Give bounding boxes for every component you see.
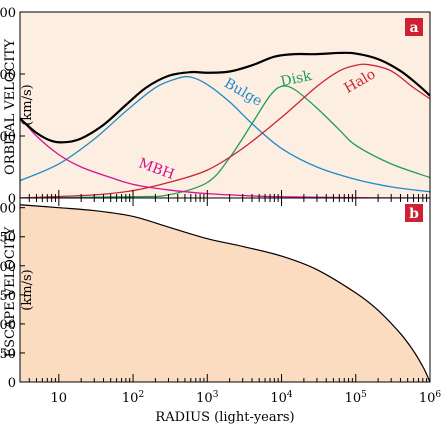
x-tick-label: 103 [196,390,219,406]
panel-a-badge: a [405,18,423,36]
x-axis-tick-labels: 10 102 103 104 105 106 [51,390,442,406]
y-tick-label-b: 450 [0,289,16,304]
x-tick-label: 104 [270,390,293,406]
x-tick-label: 102 [122,390,144,406]
y-tick-label-b: 300 [0,318,16,333]
panel-b-badge: b [405,204,423,222]
y-tick-label-a: 0 [8,192,16,207]
panel-a-background [20,12,430,198]
y-tick-label-b: 150 [0,347,16,362]
panel-b-escape-line [20,204,430,382]
x-tick-label: 105 [345,390,368,406]
y-tick-label-b: 0 [8,376,16,391]
y-tick-label-a: 200 [0,68,16,83]
panel-b-ylabel: ESCAPE VELOCITY (km/s) [3,223,35,358]
y-tick-label-b: 900 [0,202,16,217]
series-line-mbh [20,116,430,198]
y-tick-label-b: 750 [0,231,16,246]
x-axis-ticks [19,190,431,382]
x-tick-label: 106 [419,390,442,406]
panel-a-ylabel-line1: ORBITAL VELOCITY [3,39,18,175]
panel-a-ylabel-line2: (km/s) [20,84,35,125]
panel-a-ylabel: ORBITAL VELOCITY (km/s) [3,35,35,175]
y-tick-label-a: 100 [0,130,16,145]
x-axis-label: RADIUS (light-years) [155,410,294,425]
panel-b-frame [19,197,431,383]
series-line-bulge [20,75,430,193]
series-line-total [20,51,430,144]
panel-b: 0 150 300 450 600 750 900 b ESCAPE VELOCITY (k… [0,197,431,391]
panel-b-ylabel-line2: (km/s) [20,269,35,310]
panel-b-y-axis: 0 150 300 450 600 750 900 [0,202,25,391]
panel-b-escape-area [20,204,430,382]
panel-a-badge-label: a [409,20,418,36]
y-tick-label-b: 600 [0,260,16,275]
panel-a-y-axis: 0 100 200 300 [0,6,25,207]
panel-b-ylabel-line1: ESCAPE VELOCITY [3,226,18,357]
series-label-disk: Disk [279,68,314,90]
x-tick-label: 10 [51,391,68,406]
y-tick-label-a: 300 [0,6,16,21]
panel-b-badge-label: b [409,206,419,222]
